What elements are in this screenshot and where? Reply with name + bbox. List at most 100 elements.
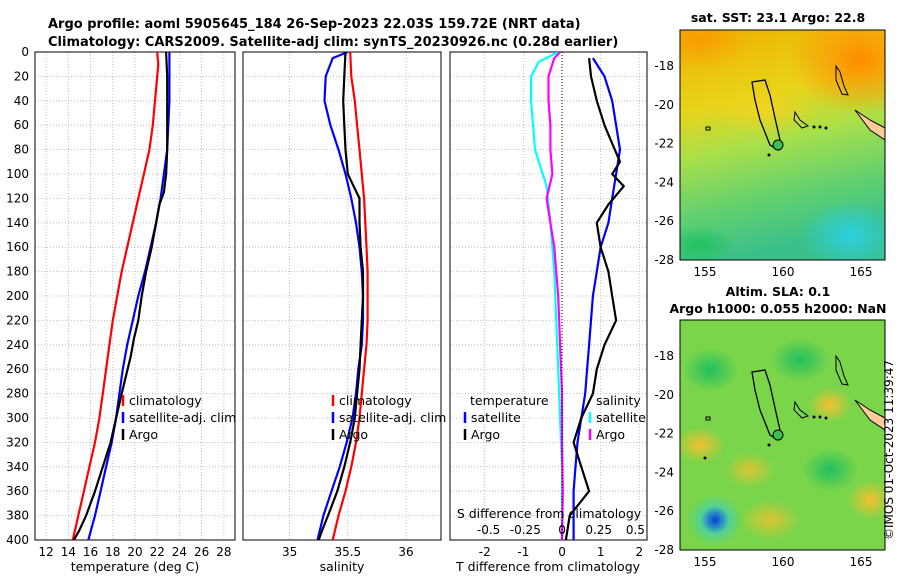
island-outline bbox=[767, 443, 771, 447]
map-y-tick: -20 bbox=[654, 388, 674, 402]
x-tick-label: 24 bbox=[172, 545, 187, 559]
legend-title-salinity: salinity bbox=[596, 393, 641, 408]
land-mass bbox=[854, 109, 885, 141]
header-line-1: Argo profile: aoml 5905645_184 26-Sep-20… bbox=[48, 17, 581, 32]
depth-tick-label: 360 bbox=[6, 484, 29, 498]
temperature-legend: climatology satellite-adj. clim Argo bbox=[121, 393, 236, 442]
depth-tick-label: 40 bbox=[14, 94, 29, 108]
salinity-diff-ticks: -0.5 -0.25 0 0.25 0.5 bbox=[477, 523, 645, 537]
legend-label-climatology: climatology bbox=[129, 393, 202, 408]
land-mass bbox=[854, 399, 885, 431]
depth-tick-label: 200 bbox=[6, 289, 29, 303]
map-x-tick: 155 bbox=[694, 265, 717, 279]
island-outline bbox=[824, 416, 828, 420]
salinity-diff-label: S difference from climatology bbox=[457, 506, 642, 521]
salinity-series bbox=[316, 52, 369, 540]
depth-tick-label: 380 bbox=[6, 509, 29, 523]
sst-map-frame bbox=[679, 29, 886, 261]
x-tick-label: 18 bbox=[105, 545, 120, 559]
difference-series bbox=[529, 52, 625, 540]
depth-tick-label: 180 bbox=[6, 265, 29, 279]
temperature-xticks: 12 14 16 18 20 22 24 26 28 bbox=[38, 545, 231, 559]
map-y-tick: -22 bbox=[654, 427, 674, 441]
legend-label-argo: Argo bbox=[339, 427, 368, 442]
series-line-t-argo bbox=[564, 57, 625, 540]
x-tick-label: 14 bbox=[61, 545, 76, 559]
depth-tick-label: 320 bbox=[6, 435, 29, 449]
map-y-tick: -24 bbox=[654, 175, 674, 189]
sla-low-patch bbox=[701, 506, 729, 534]
s-tick-label: 0 bbox=[558, 523, 566, 537]
x-tick-label: -2 bbox=[479, 545, 491, 559]
depth-tick-label: 140 bbox=[6, 216, 29, 230]
island-outline bbox=[705, 416, 711, 421]
x-tick-label: -1 bbox=[517, 545, 529, 559]
map-x-tick: 165 bbox=[850, 555, 873, 569]
depth-tick-label: 400 bbox=[6, 533, 29, 547]
map-y-tick: -18 bbox=[654, 349, 674, 363]
sla-high-patch bbox=[848, 480, 885, 520]
s-tick-label: -0.5 bbox=[477, 523, 500, 537]
series-line-climatology bbox=[71, 52, 160, 540]
island-outline bbox=[818, 415, 822, 419]
sst-cool-patch bbox=[800, 200, 885, 260]
island-outline bbox=[835, 64, 849, 96]
island-outline bbox=[812, 125, 816, 129]
series-line-argo bbox=[72, 52, 169, 540]
s-tick-label: 0.25 bbox=[585, 523, 612, 537]
sla-high-patch bbox=[725, 452, 775, 488]
map-y-tick: -26 bbox=[654, 214, 674, 228]
depth-tick-label: 120 bbox=[6, 191, 29, 205]
legend-label-s-argo: Argo bbox=[596, 427, 625, 442]
difference-xticks: -2 -1 0 1 2 bbox=[479, 545, 643, 559]
sst-map bbox=[680, 30, 885, 260]
map-y-tick: -24 bbox=[654, 465, 674, 479]
argo-float-marker bbox=[772, 429, 784, 441]
argo-float-marker bbox=[772, 139, 784, 151]
salinity-plot-frame bbox=[242, 51, 442, 541]
depth-tick-label: 340 bbox=[6, 460, 29, 474]
island-outline bbox=[705, 126, 711, 131]
island-outline bbox=[824, 126, 828, 130]
s-tick-label: -0.25 bbox=[510, 523, 541, 537]
salinity-xticks: 35 35.5 36 bbox=[282, 545, 414, 559]
depth-tick-label: 60 bbox=[14, 118, 29, 132]
x-tick-label: 26 bbox=[194, 545, 209, 559]
difference-plot-frame bbox=[449, 51, 648, 541]
map-y-tick: -28 bbox=[654, 253, 674, 267]
x-tick-label: 12 bbox=[38, 545, 53, 559]
sla-map-axes: 155 160 165 -18 -20 -22 -24 -26 -28 bbox=[654, 349, 872, 569]
sla-high-patch bbox=[680, 427, 725, 463]
sla-high-patch bbox=[808, 387, 852, 423]
sla-mid-patch bbox=[770, 338, 830, 382]
difference-legend: temperature satellite Argo salinity sate… bbox=[463, 393, 646, 442]
temperature-grid bbox=[35, 51, 235, 541]
x-tick-label: 20 bbox=[127, 545, 142, 559]
series-line-climatology bbox=[331, 52, 369, 540]
depth-tick-label: 280 bbox=[6, 387, 29, 401]
x-tick-label: 35.5 bbox=[334, 545, 361, 559]
depth-tick-label: 240 bbox=[6, 338, 29, 352]
island-outline bbox=[703, 456, 707, 460]
sla-map-frame bbox=[679, 319, 886, 551]
sst-warm-patch bbox=[680, 30, 750, 70]
credit-text: ©IMOS 01-Oct-2023 11:39:47 bbox=[882, 360, 896, 540]
sst-warm-patch bbox=[715, 85, 815, 135]
depth-tick-label: 0 bbox=[21, 45, 29, 59]
map-y-tick: -18 bbox=[654, 59, 674, 73]
sst-cool-patch bbox=[680, 225, 735, 260]
salinity-xlabel: salinity bbox=[320, 559, 365, 574]
sst-warm-patch bbox=[790, 30, 885, 115]
map-y-tick: -20 bbox=[654, 98, 674, 112]
salinity-grid bbox=[243, 51, 441, 541]
legend-label-climatology: climatology bbox=[339, 393, 412, 408]
island-outline bbox=[793, 110, 810, 129]
map-y-tick: -26 bbox=[654, 504, 674, 518]
sst-map-title: sat. SST: 23.1 Argo: 22.8 bbox=[691, 10, 865, 25]
x-tick-label: 36 bbox=[398, 545, 413, 559]
legend-label-argo: Argo bbox=[129, 427, 158, 442]
temperature-xlabel: temperature (deg C) bbox=[71, 559, 200, 574]
sst-map-axes: 155 160 165 -18 -20 -22 -24 -26 -28 bbox=[654, 59, 872, 279]
depth-tick-label: 220 bbox=[6, 313, 29, 327]
